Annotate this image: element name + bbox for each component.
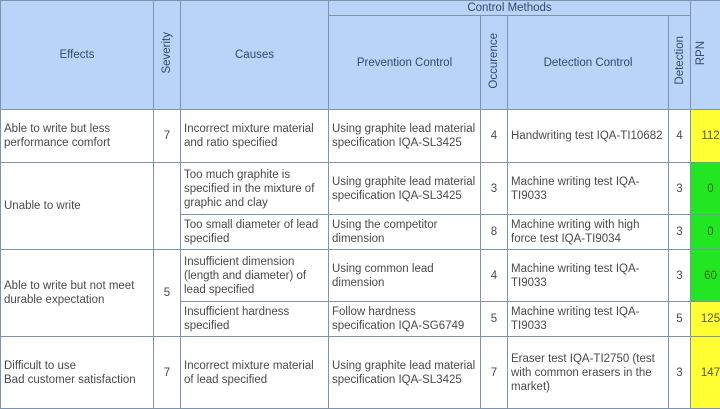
- rpn-cell: 125: [690, 301, 720, 337]
- detection-cell: 3: [668, 249, 691, 302]
- header-effects: Effects: [0, 0, 154, 110]
- occurrence-cell: 5: [480, 301, 508, 337]
- severity-cell: [153, 162, 181, 250]
- header-detection-control: Detection Control: [507, 15, 669, 110]
- detection-control-cell: Handwriting test IQA-TI10682: [507, 109, 669, 163]
- effect-cell: Unable to write: [0, 162, 154, 250]
- cause-cell: Incorrect mixture material of lead speci…: [180, 336, 329, 409]
- rpn-cell: 112: [690, 109, 720, 163]
- severity-cell: 7: [153, 109, 181, 163]
- cause-cell: Incorrect mixture material and ratio spe…: [180, 109, 329, 163]
- cause-cell: Too small diameter of lead specified: [180, 214, 329, 250]
- effect-cell: Difficult to use Bad customer satisfacti…: [0, 336, 154, 409]
- rpn-cell: 0: [690, 214, 720, 250]
- table-row: Difficult to use Bad customer satisfacti…: [0, 336, 720, 409]
- occurrence-cell: 4: [480, 109, 508, 163]
- detection-cell: 5: [668, 301, 691, 337]
- rpn-cell: 60: [690, 249, 720, 302]
- severity-cell: 5: [153, 249, 181, 337]
- rpn-cell: 0: [690, 162, 720, 215]
- header-severity: Severity: [153, 0, 181, 110]
- occurrence-cell: 7: [480, 336, 508, 409]
- header-prevention-control: Prevention Control: [328, 15, 481, 110]
- occurrence-cell: 3: [480, 162, 508, 215]
- table-row: Able to write but less performance comfo…: [0, 109, 720, 163]
- detection-control-cell: Machine writing with high force test IQA…: [507, 214, 669, 250]
- occurrence-cell: 8: [480, 214, 508, 250]
- effect-cell: Able to write but less performance comfo…: [0, 109, 154, 163]
- detection-cell: 3: [668, 214, 691, 250]
- table-row: Unable to write Too much graphite is spec…: [0, 162, 720, 250]
- detection-control-cell: Machine writing test IQA-TI9033: [507, 301, 669, 337]
- cause-cell: Insufficient dimension (length and diame…: [180, 249, 329, 302]
- header-control-methods: Control Methods: [328, 0, 691, 16]
- table-row: Able to write but not meet durable expec…: [0, 249, 720, 337]
- effect-cell: Able to write but not meet durable expec…: [0, 249, 154, 337]
- detection-control-cell: Machine writing test IQA-TI9033: [507, 249, 669, 302]
- rpn-cell: 147: [690, 336, 720, 409]
- prevention-cell: Using graphite lead material specificati…: [328, 109, 481, 163]
- header-causes: Causes: [180, 0, 329, 110]
- detection-control-cell: Machine writing test IQA-TI9033: [507, 162, 669, 215]
- detection-cell: 4: [668, 109, 691, 163]
- prevention-cell: Using graphite lead material specificati…: [328, 336, 481, 409]
- header-detection: Detection: [668, 15, 691, 110]
- prevention-cell: Follow hardness specification IQA-SG6749: [328, 301, 481, 337]
- occurrence-cell: 4: [480, 249, 508, 302]
- prevention-cell: Using graphite lead material specificati…: [328, 162, 481, 215]
- cause-cell: Too much graphite is specified in the mi…: [180, 162, 329, 215]
- cause-cell: Insufficient hardness specified: [180, 301, 329, 337]
- severity-cell: 7: [153, 336, 181, 409]
- detection-cell: 3: [668, 162, 691, 215]
- detection-control-cell: Eraser test IQA-TI2750 (test with common…: [507, 336, 669, 409]
- prevention-cell: Using the competitor dimension: [328, 214, 481, 250]
- prevention-cell: Using common lead dimension: [328, 249, 481, 302]
- header-occurrence: Occurence: [480, 15, 508, 110]
- detection-cell: 3: [668, 336, 691, 409]
- header-rpn: RPN: [690, 0, 720, 110]
- table-row: Too small diameter of lead specified Usin…: [1, 214, 720, 250]
